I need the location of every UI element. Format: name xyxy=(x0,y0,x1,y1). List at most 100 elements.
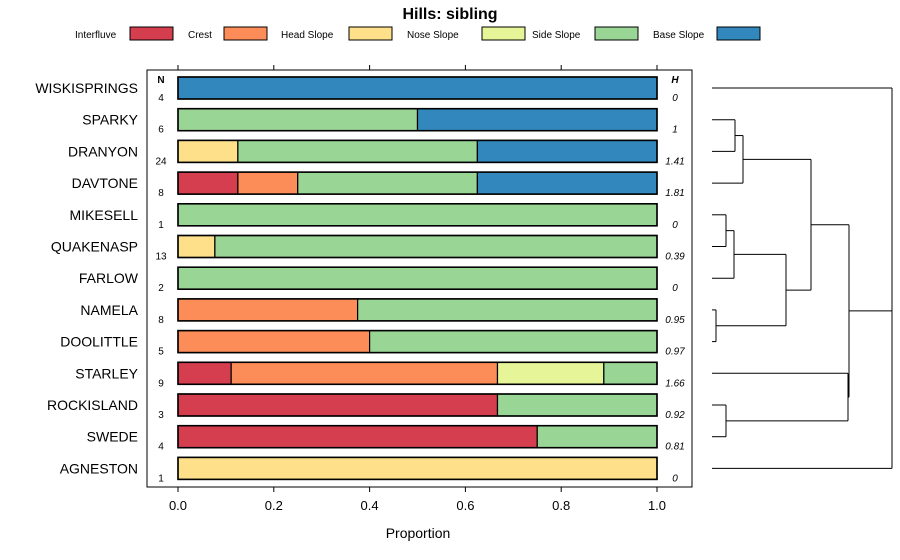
plot-frame xyxy=(146,69,693,488)
x-axis-label: Proportion xyxy=(386,525,451,541)
bar-segment xyxy=(177,203,658,227)
category-label: QUAKENASP xyxy=(51,239,138,255)
x-tick-label: 0.0 xyxy=(169,498,187,513)
bar-outline xyxy=(177,329,658,354)
bar-outline xyxy=(177,171,658,195)
n-value: 1 xyxy=(158,220,164,231)
category-label: DAVTONE xyxy=(72,175,138,191)
bar-segment xyxy=(177,76,658,100)
n-column-header: N xyxy=(157,75,164,86)
bar-segment xyxy=(496,393,658,417)
h-column-header: H xyxy=(671,75,679,86)
bar-segment xyxy=(237,139,478,163)
x-axis: 0.0 0.2 0.4 0.6 0.8 1.0 xyxy=(169,65,666,513)
bar-segment xyxy=(536,425,658,449)
legend-swatch xyxy=(594,26,639,41)
bar-segment xyxy=(230,361,499,385)
legend-swatch xyxy=(223,26,268,41)
chart-title: Hills: sibling xyxy=(402,6,497,23)
n-value: 8 xyxy=(158,188,164,199)
bar-segment xyxy=(177,425,538,449)
category-label: DRANYON xyxy=(68,143,138,159)
bar-segment xyxy=(603,361,658,385)
category-label: ROCKISLAND xyxy=(47,397,138,413)
n-labels: 4 6 24 8 1 13 2 8 5 9 3 4 1 xyxy=(155,93,167,484)
n-value: 2 xyxy=(158,283,164,294)
bar-segment xyxy=(476,139,658,163)
n-value: 4 xyxy=(158,93,164,104)
bar-segment xyxy=(177,393,499,417)
bar-outline xyxy=(177,456,658,481)
bar-segment xyxy=(237,171,299,195)
h-value: 1.81 xyxy=(665,188,684,199)
category-label: DOOLITTLE xyxy=(60,334,138,350)
category-label: MIKESELL xyxy=(70,207,139,223)
bar-outline xyxy=(177,203,658,227)
legend-swatch xyxy=(716,26,761,41)
category-label: SWEDE xyxy=(87,429,138,445)
bar-segment xyxy=(177,456,658,480)
h-value: 0.81 xyxy=(665,442,684,453)
h-value: 0.95 xyxy=(665,315,685,326)
h-value: 0 xyxy=(672,473,678,484)
bar-segment xyxy=(496,361,605,385)
h-value: 0 xyxy=(672,283,678,294)
n-value: 1 xyxy=(158,473,164,484)
bar-segment xyxy=(369,330,658,354)
h-value: 1 xyxy=(672,125,678,136)
category-label: FARLOW xyxy=(79,270,139,286)
h-value: 0.97 xyxy=(665,347,685,358)
h-value: 0.92 xyxy=(665,410,685,421)
h-value: 0 xyxy=(672,93,678,104)
bar-outline xyxy=(177,361,658,386)
bar-segment xyxy=(177,361,232,385)
n-value: 13 xyxy=(155,252,167,263)
h-value: 0 xyxy=(672,220,678,231)
bar-segment xyxy=(177,266,658,290)
legend: Interfluve Crest Head Slope Nose Slope Side … xyxy=(75,26,761,41)
bar-segment xyxy=(476,171,658,195)
x-tick-label: 1.0 xyxy=(648,498,666,513)
bar-outline xyxy=(177,139,658,164)
dendrogram xyxy=(712,87,893,469)
bar-segment xyxy=(214,234,658,259)
bar-segment xyxy=(177,298,359,322)
bar-segment xyxy=(177,108,419,132)
bar-outline xyxy=(177,298,658,322)
bar-segment xyxy=(177,171,239,195)
bar-outline xyxy=(177,107,658,132)
x-tick-label: 0.6 xyxy=(456,498,474,513)
bar-segment xyxy=(357,298,658,322)
legend-label: Base Slope xyxy=(653,30,705,41)
category-label: WISKISPRINGS xyxy=(35,80,138,96)
legend-swatch xyxy=(481,26,526,41)
bar-outline xyxy=(177,266,658,291)
category-label: STARLEY xyxy=(75,365,138,381)
category-label: AGNESTON xyxy=(60,460,138,476)
legend-label: Crest xyxy=(188,30,212,41)
x-tick-label: 0.8 xyxy=(552,498,570,513)
bar-segment xyxy=(177,330,371,354)
bar-segment xyxy=(177,139,239,163)
bar-outline xyxy=(177,234,658,259)
legend-swatch xyxy=(348,26,393,41)
n-value: 4 xyxy=(158,442,164,453)
legend-label: Nose Slope xyxy=(407,30,459,41)
legend-label: Interfluve xyxy=(75,30,117,41)
bar-segment xyxy=(416,108,658,132)
h-value: 1.41 xyxy=(665,156,684,167)
h-value: 0.39 xyxy=(665,252,685,263)
category-label: SPARKY xyxy=(82,112,138,128)
x-tick-label: 0.4 xyxy=(361,498,379,513)
n-value: 9 xyxy=(158,378,164,389)
n-value: 24 xyxy=(155,156,167,167)
bar-outline xyxy=(177,393,658,417)
bar-segment xyxy=(177,234,216,259)
bar-outline xyxy=(177,424,658,449)
category-labels: WISKISPRINGS SPARKY DRANYON DAVTONE MIKESELL… xyxy=(35,80,138,476)
n-value: 5 xyxy=(158,347,164,358)
bar-area xyxy=(177,76,658,481)
legend-label: Side Slope xyxy=(532,30,581,41)
h-labels: 0 1 1.41 1.81 0 0.39 0 0.95 0.97 1.66 0.92 0.81 0 xyxy=(665,93,685,484)
